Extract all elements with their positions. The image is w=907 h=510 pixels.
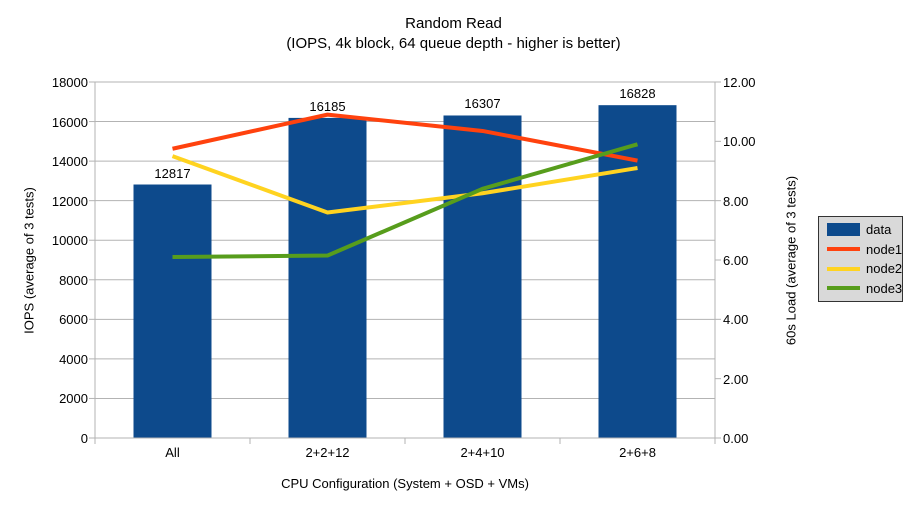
right-axis-tick-label: 2.00 [723, 371, 749, 387]
x-axis-category-label: All [165, 445, 180, 460]
legend-marker-node2 [827, 266, 860, 271]
legend-marker-node1 [827, 247, 860, 252]
legend-item-node2: node2 [827, 261, 902, 276]
right-axis-tick-label: 4.00 [723, 312, 749, 328]
left-axis-tick-label: 0 [80, 431, 88, 446]
left-axis-tick-label: 4000 [59, 351, 88, 367]
series-line-node1 [172, 112, 638, 163]
x-axis-title: CPU Configuration (System + OSD + VMs) [281, 476, 529, 491]
bar-value-label: 16828 [619, 86, 656, 102]
left-axis-tick-label: 14000 [51, 154, 88, 170]
left-axis-tick-label: 6000 [59, 312, 88, 328]
left-axis-tick-label: 12000 [51, 193, 88, 209]
series-line-node2 [171, 154, 638, 215]
x-axis-category-label: 2+4+10 [460, 445, 505, 460]
right-axis-tick-label: 0.00 [723, 431, 749, 446]
bar-2+4+10 [443, 115, 522, 439]
left-axis-tick-label: 18000 [51, 75, 88, 90]
legend-marker-node3 [827, 286, 860, 291]
right-axis-title: 60s Load (average of 3 tests) [783, 175, 799, 346]
left-axis-tick-label: 2000 [59, 391, 88, 407]
legend-label: node3 [866, 280, 903, 296]
legend-item-data: data [827, 222, 902, 237]
left-axis-title: IOPS (average of 3 tests) [21, 187, 37, 334]
x-axis-category-label: 2+6+8 [619, 445, 656, 460]
bar-value-label: 16185 [309, 98, 346, 114]
bar-value-label: 16307 [464, 96, 501, 112]
right-axis-tick-label: 8.00 [723, 193, 749, 209]
x-axis-category-label: 2+2+12 [305, 445, 350, 460]
bar-All [133, 184, 212, 438]
legend-label: node2 [866, 261, 903, 277]
left-axis-tick-label: 10000 [51, 233, 88, 249]
legend-item-node3: node3 [827, 281, 902, 296]
chart-subtitle: (IOPS, 4k block, 64 queue depth - higher… [286, 35, 621, 52]
legend-marker-data [827, 223, 860, 237]
right-axis-tick-label: 6.00 [723, 253, 749, 268]
series-line-node3 [172, 142, 639, 260]
left-axis-tick-label: 16000 [51, 114, 88, 130]
bar-2+2+12 [288, 117, 367, 438]
bar-value-label: 12817 [154, 165, 191, 181]
legend-label: data [866, 222, 892, 238]
legend-item-node1: node1 [827, 242, 902, 257]
chart-title-block: Random Read (IOPS, 4k block, 64 queue de… [0, 14, 907, 54]
right-axis-tick-label: 10.00 [723, 134, 756, 150]
chart-title: Random Read [405, 15, 502, 32]
right-axis-tick-label: 12.00 [723, 75, 756, 90]
left-axis-tick-label: 8000 [59, 272, 88, 288]
legend-label: node1 [866, 241, 903, 257]
bar-2+6+8 [598, 105, 677, 438]
legend: data node1 node2 node3 [818, 216, 903, 302]
